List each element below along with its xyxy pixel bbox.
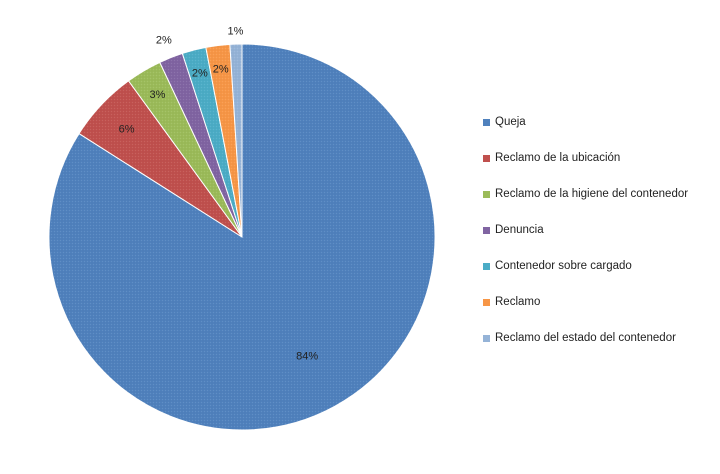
legend-item: Denuncia — [483, 212, 715, 248]
legend-label: Reclamo de la higiene del contenedor — [495, 188, 689, 200]
legend-swatch — [483, 118, 490, 126]
pie-slices — [48, 43, 436, 431]
pie-data-label: 84% — [296, 350, 318, 362]
legend-label: Queja — [495, 116, 526, 128]
pie-data-label: 2% — [213, 64, 229, 76]
pie-slice-texture — [159, 53, 242, 238]
legend-label: Denuncia — [495, 224, 544, 236]
legend: Queja Reclamo de la ubicación Reclamo de… — [483, 104, 715, 356]
legend-item: Reclamo — [483, 284, 715, 320]
legend-swatch — [483, 262, 490, 270]
pie-data-label: 2% — [192, 68, 208, 80]
legend-swatch — [483, 154, 490, 162]
legend-label: Reclamo de la ubicación — [495, 152, 621, 164]
legend-item: Queja — [483, 104, 715, 140]
legend-swatch — [483, 190, 490, 198]
legend-item: Reclamo de la higiene del contenedor — [483, 176, 715, 212]
legend-swatch — [483, 298, 490, 306]
pie-data-label: 2% — [156, 35, 172, 47]
pie-data-label: 6% — [119, 124, 135, 136]
pie-slice-texture — [79, 80, 242, 237]
pie-data-label: 1% — [228, 26, 244, 38]
pie-slice-texture — [229, 43, 242, 237]
legend-label: Reclamo — [495, 296, 541, 308]
pie-data-label: 3% — [150, 89, 166, 101]
legend-item: Reclamo del estado del contenedor — [483, 320, 715, 356]
legend-item: Reclamo de la ubicación — [483, 140, 715, 176]
legend-label: Reclamo del estado del contenedor — [495, 332, 676, 344]
pie-slice-texture — [205, 44, 242, 237]
legend-swatch — [483, 334, 490, 342]
legend-item: Contenedor sobre cargado — [483, 248, 715, 284]
legend-label: Contenedor sobre cargado — [495, 260, 632, 272]
pie-slice-texture — [182, 47, 242, 237]
pie-slice-texture — [128, 62, 242, 238]
pie-data-labels: 84% 6% 3% 2% 2% 2% 1% — [119, 26, 319, 363]
legend-swatch — [483, 226, 490, 234]
